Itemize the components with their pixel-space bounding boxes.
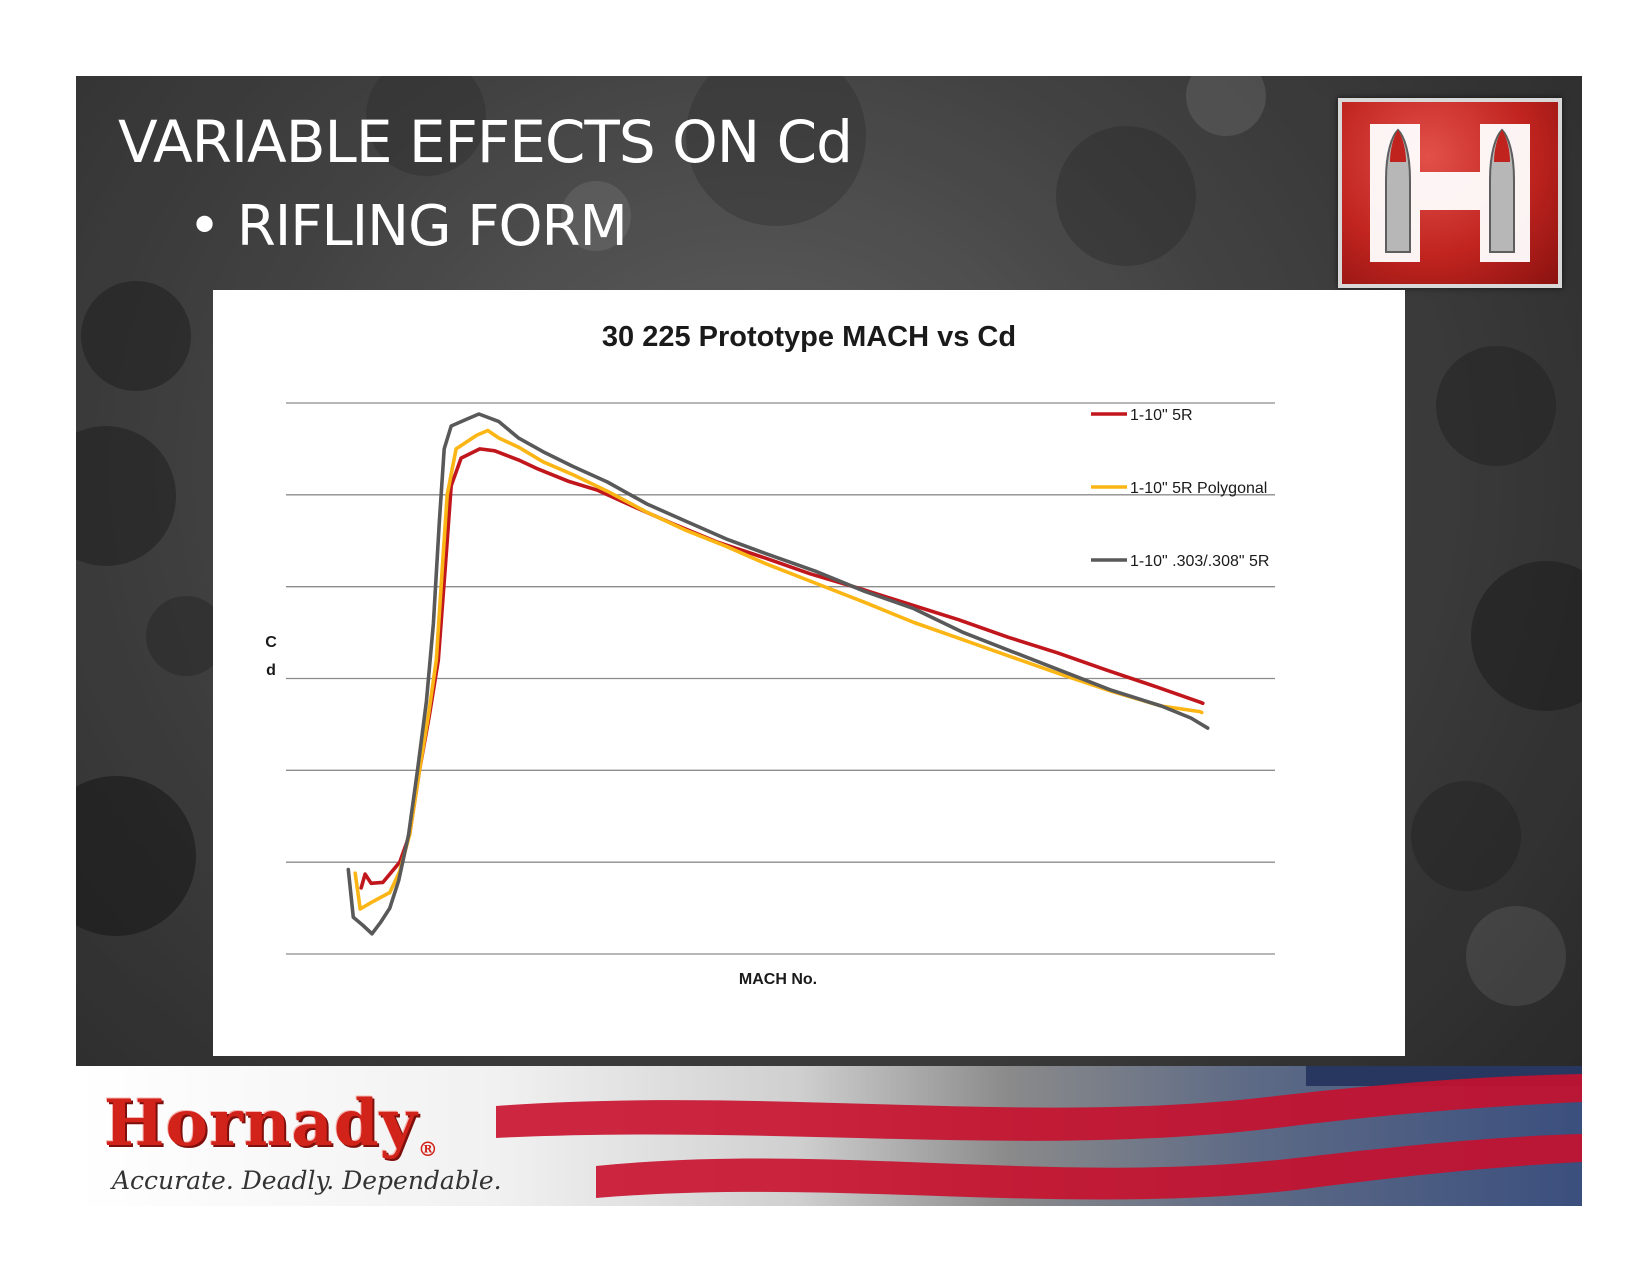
american-flag-icon [496, 1066, 1582, 1200]
chart-legend: 1-10" 5R 1-10" 5R Polygonal 1-10" .303/.30… [1091, 407, 1269, 570]
series-line-3 [346, 412, 1210, 936]
slide: VARIABLE EFFECTS ON Cd • RIFLING FORM 30… [76, 76, 1582, 1206]
brand-logo: Hornady® [104, 1086, 439, 1161]
series-line-1 [359, 447, 1205, 890]
legend-label-2: 1-10" 5R Polygonal [1130, 480, 1267, 497]
chart-plot: 30 225 Prototype MACH vs Cd 1-10" 5R1-10… [265, 321, 1275, 988]
footer-banner: Hornady® Accurate. Deadly. Dependable. [76, 1066, 1582, 1206]
chart-card: 30 225 Prototype MACH vs Cd 1-10" 5R 1-10… [213, 290, 1405, 1056]
brand-tagline: Accurate. Deadly. Dependable. [112, 1166, 502, 1195]
ylabel-char: d [266, 662, 276, 679]
slide-bullet: • RIFLING FORM [188, 194, 628, 259]
chart-xlabel: MACH No. [739, 971, 817, 988]
series-line-2 [353, 428, 1204, 911]
chart-series-group [346, 412, 1210, 936]
legend-label-1: 1-10" 5R [1130, 407, 1193, 424]
legend-label-3: 1-10" .303/.308" 5R [1130, 553, 1269, 570]
chart-ylabel: Cd [265, 634, 277, 679]
hornady-h-bullets-icon [1338, 98, 1562, 288]
brand-name: Hornady [104, 1086, 418, 1161]
slide-title: VARIABLE EFFECTS ON Cd [118, 108, 853, 176]
chart-gridlines [286, 402, 1275, 955]
registered-mark: ® [417, 1137, 439, 1161]
chart-title: 30 225 Prototype MACH vs Cd [602, 321, 1016, 353]
ylabel-char: C [265, 634, 277, 651]
